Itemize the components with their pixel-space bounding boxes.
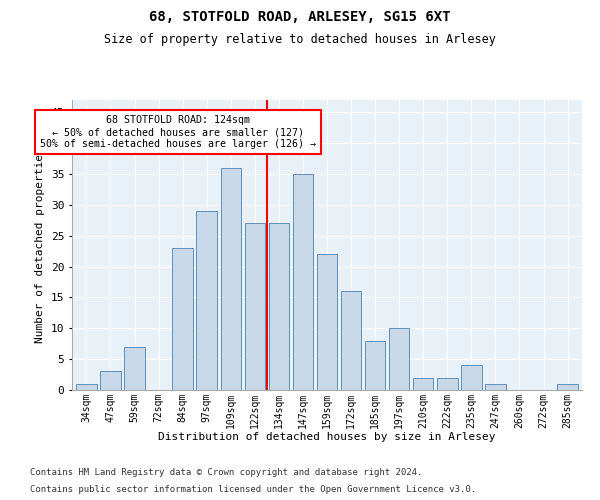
Bar bbox=[365, 340, 385, 390]
Text: 68, STOTFOLD ROAD, ARLESEY, SG15 6XT: 68, STOTFOLD ROAD, ARLESEY, SG15 6XT bbox=[149, 10, 451, 24]
Bar bbox=[124, 347, 145, 390]
Y-axis label: Number of detached properties: Number of detached properties bbox=[35, 147, 46, 343]
Bar bbox=[317, 254, 337, 390]
Text: Contains HM Land Registry data © Crown copyright and database right 2024.: Contains HM Land Registry data © Crown c… bbox=[30, 468, 422, 477]
Text: 68 STOTFOLD ROAD: 124sqm
← 50% of detached houses are smaller (127)
50% of semi-: 68 STOTFOLD ROAD: 124sqm ← 50% of detach… bbox=[40, 116, 316, 148]
Text: Contains public sector information licensed under the Open Government Licence v3: Contains public sector information licen… bbox=[30, 484, 476, 494]
Bar bbox=[413, 378, 433, 390]
Bar bbox=[437, 378, 458, 390]
Bar bbox=[557, 384, 578, 390]
Bar bbox=[245, 224, 265, 390]
Text: Distribution of detached houses by size in Arlesey: Distribution of detached houses by size … bbox=[158, 432, 496, 442]
Bar bbox=[172, 248, 193, 390]
Bar bbox=[76, 384, 97, 390]
Bar bbox=[196, 211, 217, 390]
Bar bbox=[269, 224, 289, 390]
Bar bbox=[100, 372, 121, 390]
Bar bbox=[293, 174, 313, 390]
Bar bbox=[341, 292, 361, 390]
Bar bbox=[461, 366, 482, 390]
Text: Size of property relative to detached houses in Arlesey: Size of property relative to detached ho… bbox=[104, 32, 496, 46]
Bar bbox=[485, 384, 506, 390]
Bar bbox=[221, 168, 241, 390]
Bar bbox=[389, 328, 409, 390]
